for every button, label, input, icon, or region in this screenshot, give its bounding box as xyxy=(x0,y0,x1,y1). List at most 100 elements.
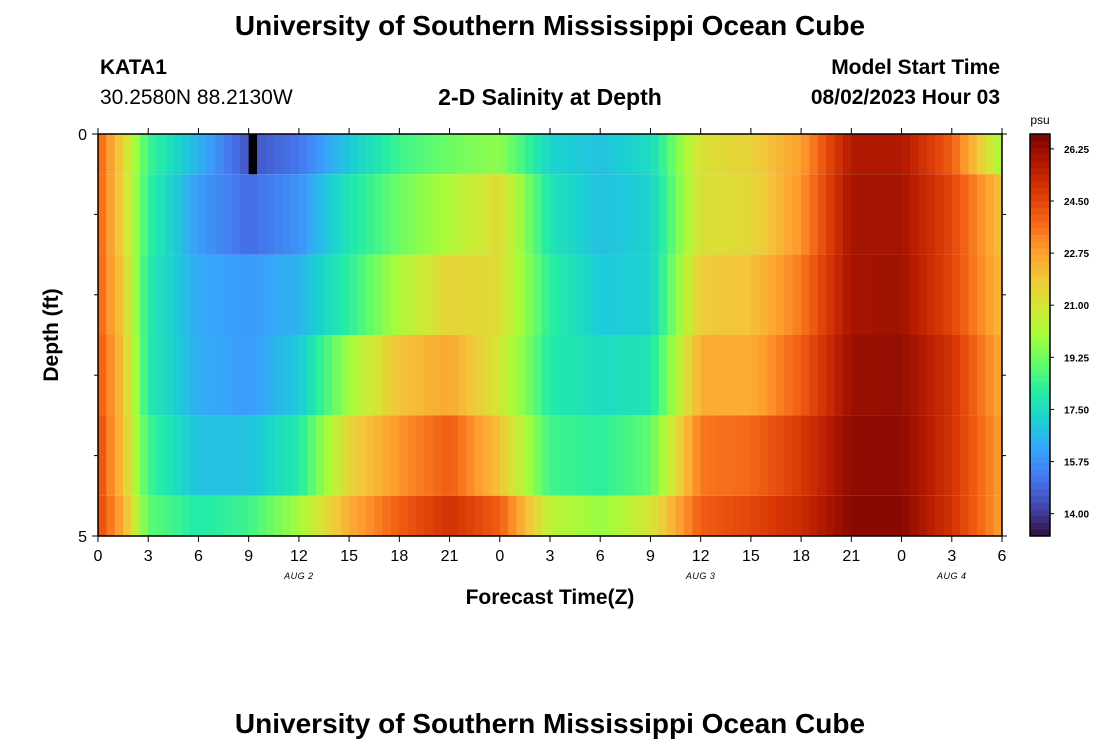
heatmap-cell xyxy=(692,335,702,416)
heatmap-cell xyxy=(642,335,652,416)
colorbar-swatch xyxy=(1030,388,1050,396)
heatmap-cell xyxy=(859,254,869,335)
heatmap-cell xyxy=(324,495,333,536)
heatmap-cell xyxy=(943,335,953,416)
heatmap-cell xyxy=(533,134,543,175)
heatmap-cell xyxy=(131,495,141,536)
heatmap-cell xyxy=(399,495,409,536)
heatmap-cell xyxy=(801,335,811,416)
heatmap-cell xyxy=(717,415,727,496)
date-label: AUG 4 xyxy=(936,571,967,581)
heatmap-cell xyxy=(943,134,953,175)
heatmap-cell xyxy=(734,174,744,255)
heatmap-cell xyxy=(98,254,107,335)
heatmap-cell xyxy=(340,134,350,175)
heatmap-cell xyxy=(365,254,375,335)
heatmap-cell xyxy=(750,495,760,536)
heatmap-cell xyxy=(131,254,141,335)
heatmap-cell xyxy=(516,174,526,255)
model-start-value: 08/02/2023 Hour 03 xyxy=(810,86,1000,109)
heatmap-cell xyxy=(491,174,501,255)
heatmap-cell xyxy=(834,134,844,175)
heatmap-cell xyxy=(441,254,451,335)
heatmap-cell xyxy=(893,415,903,496)
heatmap-cell xyxy=(851,254,861,335)
heatmap-cell xyxy=(332,254,342,335)
heatmap-cell xyxy=(516,335,526,416)
heatmap-cell xyxy=(390,134,400,175)
heatmap-cell xyxy=(541,134,551,175)
heatmap-cell xyxy=(139,174,149,255)
heatmap-cell xyxy=(926,254,936,335)
heatmap-cell xyxy=(625,415,635,496)
heatmap-cell xyxy=(667,254,677,335)
heatmap-cell xyxy=(742,335,752,416)
heatmap-cell xyxy=(851,415,861,496)
heatmap-cell xyxy=(675,174,685,255)
heatmap-cell xyxy=(859,335,869,416)
heatmap-cell xyxy=(566,134,576,175)
heatmap-cell xyxy=(834,254,844,335)
heatmap-cell xyxy=(516,495,526,536)
heatmap-cell xyxy=(876,415,886,496)
heatmap-cell xyxy=(901,495,911,536)
heatmap-cell xyxy=(324,134,333,175)
x-tick-label: 6 xyxy=(998,548,1007,565)
heatmap-cell xyxy=(625,254,635,335)
heatmap-cell xyxy=(583,335,593,416)
heatmap-cell xyxy=(240,174,250,255)
colorbar-swatch xyxy=(1030,408,1050,416)
heatmap-cell xyxy=(390,415,400,496)
heatmap-cell xyxy=(139,495,149,536)
heatmap-cell xyxy=(432,254,442,335)
heatmap-cell xyxy=(935,335,945,416)
x-tick-label: 6 xyxy=(194,548,203,565)
heatmap-cell xyxy=(240,254,250,335)
colorbar-swatch xyxy=(1030,381,1050,390)
heatmap-cell xyxy=(290,495,300,536)
heatmap-cell xyxy=(717,335,727,416)
heatmap-cell xyxy=(215,134,225,175)
heatmap-cell xyxy=(349,415,359,496)
heatmap-cell xyxy=(114,335,124,416)
heatmap-cell xyxy=(282,415,292,496)
heatmap-cell xyxy=(106,254,116,335)
heatmap-cell xyxy=(583,174,593,255)
heatmap-cell xyxy=(918,254,928,335)
heatmap-cell xyxy=(374,335,384,416)
heatmap-cell xyxy=(893,174,903,255)
heatmap-cell xyxy=(868,254,878,335)
heatmap-cell xyxy=(717,254,727,335)
heatmap-cell xyxy=(273,335,283,416)
heatmap-cell xyxy=(357,495,367,536)
heatmap-cell xyxy=(926,415,936,496)
x-tick-label: 12 xyxy=(290,548,308,565)
heatmap-cell xyxy=(700,495,710,536)
heatmap-cell xyxy=(457,495,467,536)
colorbar-swatch xyxy=(1030,147,1050,155)
heatmap-cell xyxy=(935,415,945,496)
page-title: University of Southern Mississippi Ocean… xyxy=(234,10,866,41)
heatmap-cell xyxy=(106,495,116,536)
heatmap-cell xyxy=(868,174,878,255)
heatmap-cell xyxy=(491,254,501,335)
heatmap-cell xyxy=(801,174,811,255)
heatmap-cell xyxy=(600,415,610,496)
heatmap-cell xyxy=(550,134,559,175)
heatmap-cell xyxy=(667,134,677,175)
heatmap-cell xyxy=(750,415,760,496)
heatmap-cell xyxy=(156,495,166,536)
heatmap-cell xyxy=(700,254,710,335)
heatmap-cell xyxy=(365,335,375,416)
heatmap-cell xyxy=(876,335,886,416)
heatmap-cell xyxy=(223,415,233,496)
heatmap-cell xyxy=(943,415,953,496)
heatmap-cell xyxy=(926,495,936,536)
heatmap-cell xyxy=(541,335,551,416)
heatmap-cell xyxy=(508,495,518,536)
heatmap-cell xyxy=(985,134,995,175)
heatmap-cell xyxy=(181,174,191,255)
heatmap-cell xyxy=(98,335,107,416)
colorbar-swatch xyxy=(1030,167,1050,175)
heatmap-cell xyxy=(817,174,827,255)
